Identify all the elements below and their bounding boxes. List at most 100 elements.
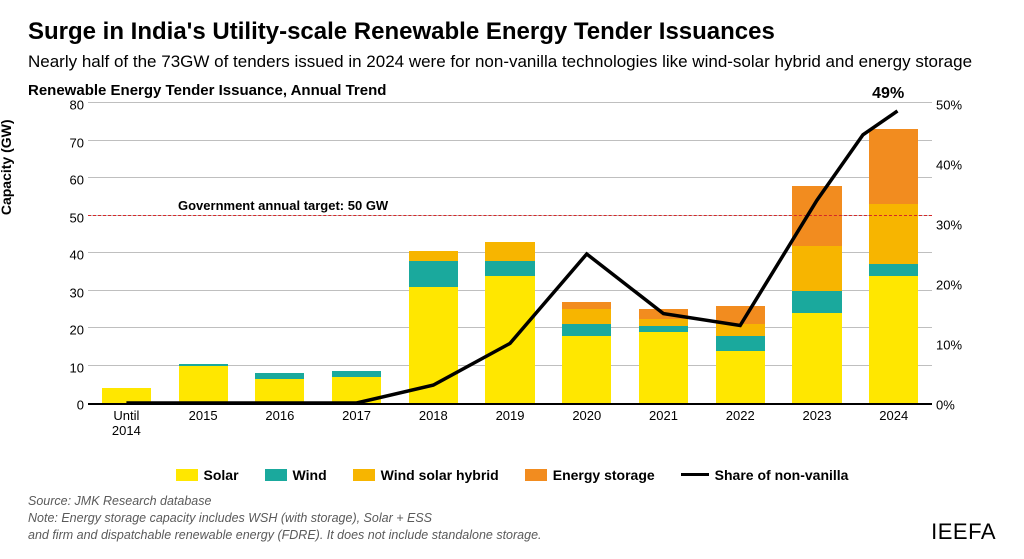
- bar-segment-energy_storage: [716, 306, 765, 325]
- bar-segment-energy_storage: [639, 309, 688, 318]
- y-tick-right: 30%: [936, 218, 962, 233]
- legend-item: Share of non-vanilla: [681, 467, 849, 483]
- bar-segment-energy_storage: [562, 302, 611, 310]
- bar-slot: [702, 105, 779, 403]
- bar-slot: [472, 105, 549, 403]
- y-tick-left: 70: [70, 135, 84, 150]
- footnote-note-1: Note: Energy storage capacity includes W…: [28, 510, 996, 527]
- footnote-source: Source: JMK Research database: [28, 493, 996, 510]
- bar-segment-solar: [255, 379, 304, 403]
- bar-segment-solar: [179, 366, 228, 404]
- bar-segment-wind: [562, 324, 611, 335]
- bar-segment-wind_solar_hybrid: [562, 309, 611, 324]
- x-axis-label: 2022: [702, 405, 779, 439]
- bar-segment-wind_solar_hybrid: [409, 251, 458, 260]
- y-tick-right: 0%: [936, 398, 955, 413]
- legend-item: Wind: [265, 467, 327, 483]
- legend-item: Wind solar hybrid: [353, 467, 499, 483]
- y-tick-left: 30: [70, 285, 84, 300]
- bar-segment-solar: [562, 336, 611, 404]
- line-end-label: 49%: [872, 85, 904, 103]
- bar-slot: [165, 105, 242, 403]
- bar-slot: [318, 105, 395, 403]
- bar-stack: [562, 302, 611, 403]
- bar-segment-solar: [102, 388, 151, 403]
- bar-segment-energy_storage: [792, 186, 841, 246]
- footnote: Source: JMK Research database Note: Ener…: [28, 493, 996, 544]
- bar-stack: [102, 388, 151, 403]
- bar-slot: [395, 105, 472, 403]
- bar-slot: [548, 105, 625, 403]
- bar-segment-solar: [869, 276, 918, 404]
- legend-swatch-icon: [265, 469, 287, 481]
- legend-label: Wind solar hybrid: [381, 467, 499, 483]
- bar-segment-solar: [409, 287, 458, 403]
- bars-container: [88, 105, 932, 403]
- target-line: [88, 215, 932, 216]
- legend-label: Share of non-vanilla: [715, 467, 849, 483]
- bar-segment-solar: [485, 276, 534, 404]
- bar-segment-wind: [716, 336, 765, 351]
- y-tick-left: 10: [70, 360, 84, 375]
- x-axis-label: Until2014: [88, 405, 165, 439]
- bar-segment-solar: [792, 313, 841, 403]
- y-tick-right: 20%: [936, 278, 962, 293]
- legend-item: Solar: [176, 467, 239, 483]
- legend-swatch-icon: [525, 469, 547, 481]
- y-tick-left: 0: [77, 398, 84, 413]
- bar-segment-wind_solar_hybrid: [869, 204, 918, 264]
- bar-segment-solar: [639, 332, 688, 403]
- bar-segment-wind_solar_hybrid: [716, 324, 765, 335]
- gridline: [88, 102, 932, 103]
- bar-slot: [625, 105, 702, 403]
- x-axis-label: 2023: [779, 405, 856, 439]
- subtitle: Nearly half of the 73GW of tenders issue…: [28, 52, 996, 72]
- bar-slot: [88, 105, 165, 403]
- y-tick-left: 40: [70, 248, 84, 263]
- bar-stack: [255, 373, 304, 403]
- y-tick-right: 50%: [936, 98, 962, 113]
- x-axis-label: 2018: [395, 405, 472, 439]
- target-label: Government annual target: 50 GW: [178, 198, 388, 213]
- bar-stack: [869, 129, 918, 403]
- bar-segment-wind: [869, 264, 918, 275]
- y-tick-right: 40%: [936, 158, 962, 173]
- bar-segment-wind: [409, 261, 458, 287]
- y-axis-left: Capacity (GW) 01020304050607080: [28, 105, 88, 405]
- legend: Solar Wind Wind solar hybrid Energy storage…: [28, 467, 996, 483]
- y-axis-left-label: Capacity (GW): [0, 119, 14, 215]
- y-tick-left: 80: [70, 98, 84, 113]
- x-axis-label: 2024: [855, 405, 932, 439]
- bar-stack: [332, 371, 381, 403]
- bar-stack: [179, 364, 228, 403]
- legend-label: Solar: [204, 467, 239, 483]
- y-tick-right: 10%: [936, 338, 962, 353]
- bar-segment-energy_storage: [869, 129, 918, 204]
- bar-stack: [639, 309, 688, 403]
- legend-swatch-icon: [353, 469, 375, 481]
- page-title: Surge in India's Utility-scale Renewable…: [28, 18, 996, 46]
- y-tick-left: 50: [70, 210, 84, 225]
- bar-stack: [716, 306, 765, 404]
- x-axis-label: 2015: [165, 405, 242, 439]
- bar-slot: [779, 105, 856, 403]
- bar-stack: [409, 251, 458, 403]
- x-axis-label: 2020: [548, 405, 625, 439]
- x-axis-label: 2016: [241, 405, 318, 439]
- bar-stack: [485, 242, 534, 403]
- legend-item: Energy storage: [525, 467, 655, 483]
- bar-segment-solar: [332, 377, 381, 403]
- bar-slot: [241, 105, 318, 403]
- footnote-note-2: and firm and dispatchable renewable ener…: [28, 527, 996, 544]
- bar-segment-solar: [716, 351, 765, 404]
- x-axis-labels: Until20142015201620172018201920202021202…: [88, 405, 932, 439]
- legend-label: Wind: [293, 467, 327, 483]
- x-axis-label: 2019: [472, 405, 549, 439]
- bar-segment-wind_solar_hybrid: [639, 319, 688, 327]
- x-axis-label: 2017: [318, 405, 395, 439]
- brand-mark: IEEFA: [931, 519, 996, 545]
- legend-swatch-icon: [176, 469, 198, 481]
- bar-segment-wind_solar_hybrid: [792, 246, 841, 291]
- bar-segment-wind: [792, 291, 841, 314]
- y-axis-right: Share of non-vanilla (%) 0%10%20%30%40%5…: [932, 105, 996, 405]
